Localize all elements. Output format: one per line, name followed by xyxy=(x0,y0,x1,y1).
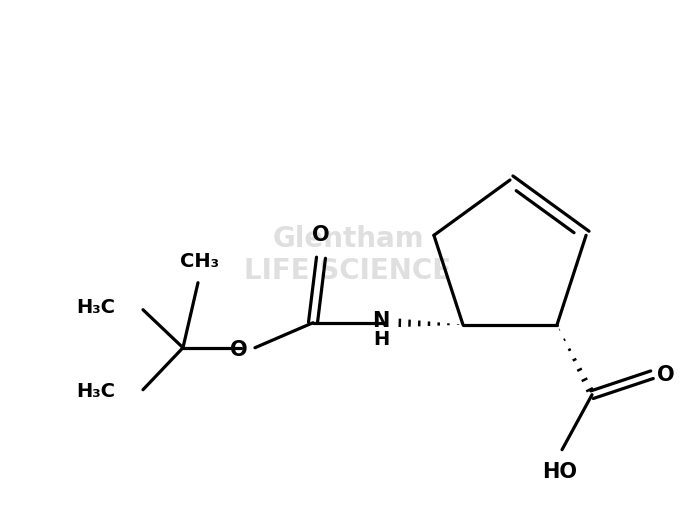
Text: H: H xyxy=(374,330,390,349)
Text: O: O xyxy=(230,340,248,360)
Text: O: O xyxy=(313,225,330,245)
Text: H₃C: H₃C xyxy=(76,298,115,317)
Text: N: N xyxy=(372,311,390,331)
Text: HO: HO xyxy=(542,462,578,482)
Text: O: O xyxy=(657,365,674,385)
Text: CH₃: CH₃ xyxy=(180,252,219,271)
Text: H₃C: H₃C xyxy=(76,382,115,401)
Text: Glentham
LIFE SCIENCE: Glentham LIFE SCIENCE xyxy=(244,225,452,285)
